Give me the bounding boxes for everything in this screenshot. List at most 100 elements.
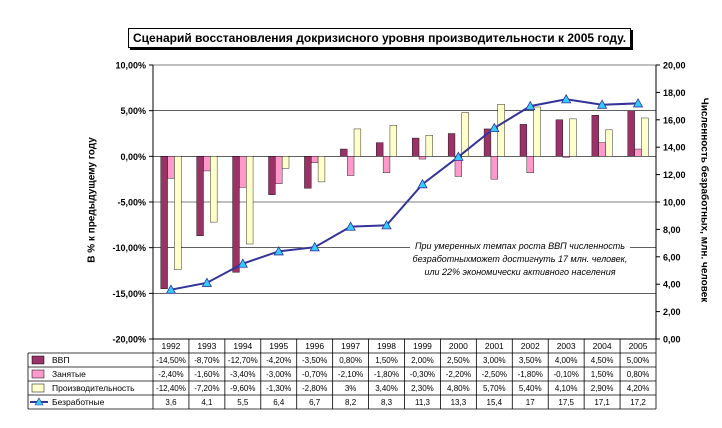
data-label: -0,30% (410, 370, 435, 379)
data-label: 1,50% (375, 356, 398, 365)
bar-productivity (353, 128, 362, 157)
bar-employed (239, 156, 247, 188)
x-tick-label: 1999 (413, 341, 432, 351)
data-label: 6,7 (309, 398, 321, 407)
y-right-tick-label: 2,00 (663, 307, 681, 317)
y-right-tick-label: 18,00 (663, 88, 686, 98)
bar-gdp (591, 115, 599, 157)
y-tick-label: -5,00% (117, 198, 146, 208)
x-tick-label: 2005 (629, 341, 648, 351)
legend-key (31, 369, 45, 379)
bar-gdp (196, 156, 204, 236)
data-label: 3,6 (165, 398, 177, 407)
legend-label: Безработные (52, 397, 105, 407)
bar-productivity (569, 118, 577, 157)
chart-title: Сценарий восстановления докризисного уро… (128, 28, 632, 48)
data-label: -3,50% (302, 356, 327, 365)
line-marker (596, 99, 608, 109)
data-label: -8,70% (194, 356, 219, 365)
x-tick-label: 2001 (485, 341, 504, 351)
x-tick-label: 2004 (593, 341, 612, 351)
data-label: -1,30% (266, 384, 291, 393)
data-label: 2,30% (411, 384, 434, 393)
data-label: 8,2 (345, 398, 357, 407)
bar-employed (167, 156, 175, 179)
y-axis-right-label: Численность безработных, млн. человек (698, 97, 710, 303)
bar-gdp (160, 156, 168, 289)
bar-employed (598, 142, 606, 157)
data-label: -2,40% (158, 370, 183, 379)
y-tick-label: -15,00% (112, 289, 146, 299)
bar-productivity (210, 156, 218, 223)
line-marker (453, 151, 464, 161)
data-label: 8,3 (381, 398, 393, 407)
x-tick-label: 1998 (377, 341, 396, 351)
x-tick-label: 1996 (305, 341, 324, 351)
bar-productivity (605, 129, 613, 157)
bar-productivity (281, 156, 290, 169)
data-label: 17,2 (630, 398, 646, 407)
bar-productivity (246, 156, 254, 245)
y-right-tick-label: 16,00 (663, 115, 686, 125)
bar-gdp (555, 119, 563, 157)
x-tick-label: 1995 (269, 341, 288, 351)
legend-key (31, 355, 45, 365)
bar-employed (203, 156, 211, 172)
bar-employed (275, 156, 283, 184)
x-tick-label: 1992 (162, 341, 181, 351)
data-label: 4,80% (447, 384, 470, 393)
bar-productivity (461, 112, 469, 157)
line-marker (525, 100, 536, 111)
line-marker (417, 178, 428, 189)
data-label: 5,70% (483, 384, 506, 393)
data-label: 3,00% (483, 356, 506, 365)
bar-employed (346, 156, 355, 176)
data-label: -9,60% (230, 384, 255, 393)
bar-productivity (641, 117, 649, 157)
data-label: 5,5 (237, 398, 249, 407)
y-right-tick-label: 0,00 (663, 335, 681, 345)
data-label: 4,1 (201, 398, 213, 407)
bar-employed (311, 156, 319, 163)
data-label: -0,70% (302, 370, 327, 379)
data-label: 1,50% (591, 370, 614, 379)
data-label: -14,50% (156, 356, 186, 365)
data-label: -3,00% (266, 370, 291, 379)
data-label: 4,00% (555, 356, 578, 365)
legend-label: Производительность (52, 383, 135, 393)
data-label: 5,40% (519, 384, 542, 393)
y-right-tick-label: 20,00 (663, 61, 686, 71)
data-label: -4,20% (266, 356, 291, 365)
line-marker (381, 219, 392, 230)
line-marker (237, 258, 249, 268)
y-tick-label: 5,00% (120, 106, 146, 116)
bar-productivity (533, 106, 541, 157)
data-label: -12,40% (156, 384, 186, 393)
x-tick-label: 2003 (557, 341, 576, 351)
bar-employed (562, 156, 570, 158)
y-right-tick-label: 10,00 (663, 198, 686, 208)
data-label: 15,4 (487, 398, 503, 407)
bar-gdp (627, 110, 635, 157)
x-tick-label: 1994 (233, 341, 252, 351)
x-tick-label: 1993 (197, 341, 216, 351)
data-label: 4,10% (555, 384, 578, 393)
line-unemployed (170, 98, 639, 291)
data-label: 4,20% (627, 384, 650, 393)
y-right-tick-label: 8,00 (663, 225, 681, 235)
bar-employed (526, 156, 534, 173)
legend-label: Занятые (52, 369, 86, 379)
data-label: -12,70% (228, 356, 258, 365)
data-label: 17 (526, 398, 535, 407)
y-tick-label: -20,00% (112, 335, 146, 345)
data-label: 0,80% (339, 356, 362, 365)
data-label: 2,00% (411, 356, 434, 365)
y-right-tick-label: 12,00 (663, 170, 686, 180)
data-label: -0,10% (553, 370, 578, 379)
data-label: 6,4 (273, 398, 285, 407)
bar-gdp (376, 142, 384, 157)
y-tick-label: -10,00% (112, 243, 146, 253)
data-label: 0,80% (627, 370, 650, 379)
bar-gdp (483, 128, 492, 157)
